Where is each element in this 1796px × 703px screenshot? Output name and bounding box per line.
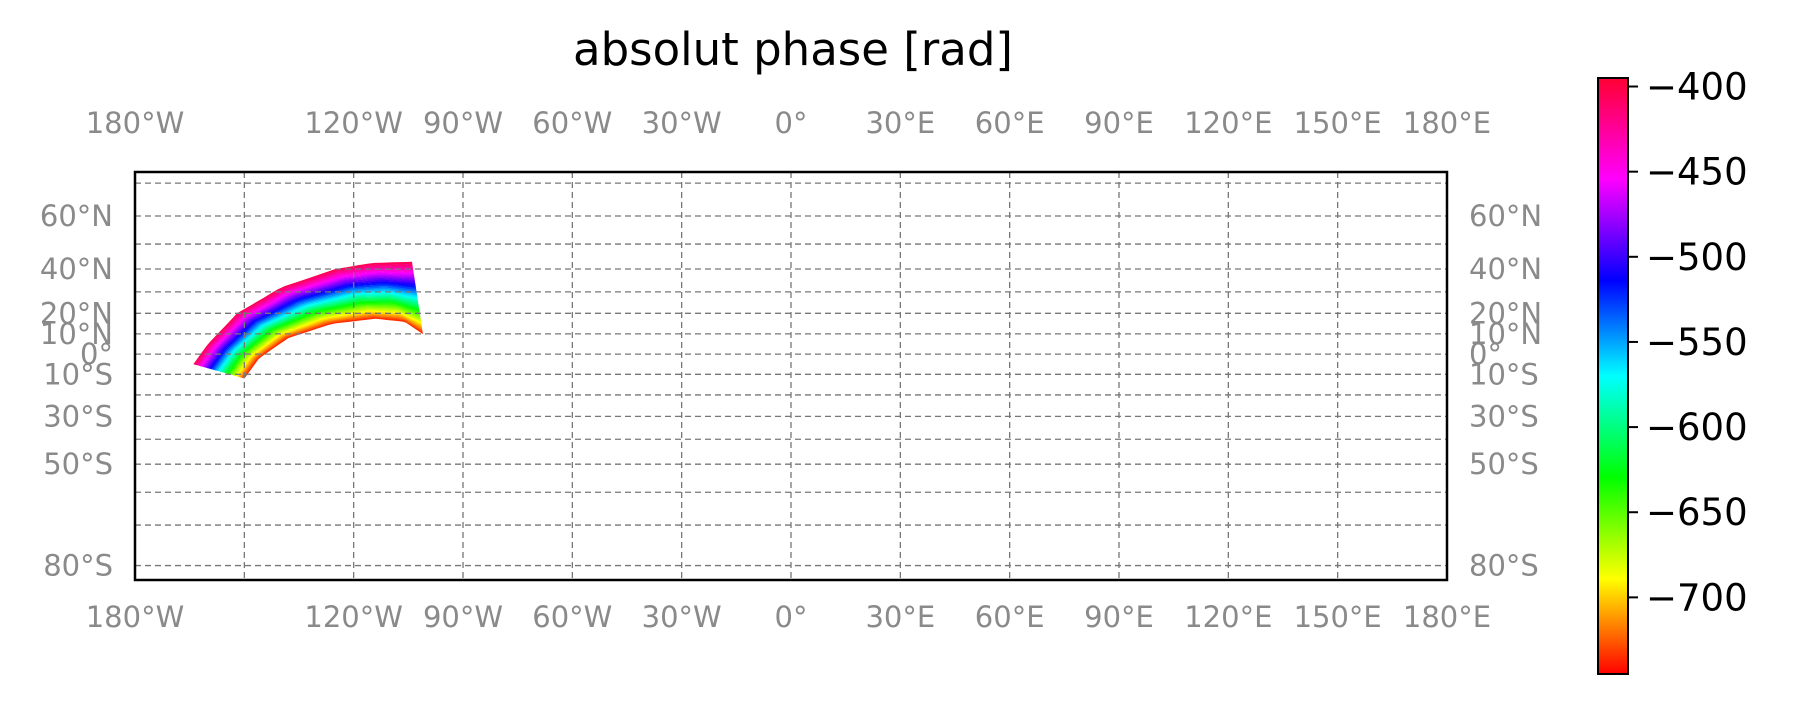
- lon-label-bottom: 30°W: [642, 600, 722, 634]
- colorbar-gradient: [1597, 77, 1629, 675]
- lat-label-left: 0°: [80, 337, 113, 371]
- colorbar-tick-label: −500: [1646, 236, 1748, 279]
- lon-label-top: 60°W: [532, 106, 612, 140]
- lat-label-left: 20°N: [40, 296, 113, 330]
- phase-band: [203, 274, 415, 368]
- lon-label-top: 180°W: [86, 106, 185, 140]
- phase-band: [197, 267, 414, 366]
- lat-label-right: 0°: [1469, 337, 1502, 371]
- lat-label-left: 30°S: [43, 399, 113, 433]
- lon-label-bottom: 30°E: [865, 600, 935, 634]
- lat-label-left: 10°N: [40, 317, 113, 351]
- lat-label-left: 80°S: [43, 549, 113, 583]
- graticule: [135, 172, 1447, 580]
- colorbar-tick-label: −650: [1646, 491, 1748, 534]
- colorbar-ticks: −400 −450 −500 −550 −600 −650 −700: [1628, 66, 1748, 619]
- phase-band: [207, 279, 416, 369]
- phase-band: [196, 265, 413, 366]
- lon-label-top: 120°W: [304, 106, 403, 140]
- lat-label-right: 80°S: [1469, 549, 1539, 583]
- lat-label-right: 10°N: [1469, 317, 1542, 351]
- lon-label-top: 60°E: [975, 106, 1045, 140]
- colorbar-tick-label: −400: [1646, 66, 1748, 109]
- lon-label-top: 150°E: [1294, 106, 1382, 140]
- colorbar-tick-label: −700: [1646, 576, 1748, 619]
- colorbar: −400 −450 −500 −550 −600 −650 −700: [1597, 66, 1748, 675]
- phase-band: [201, 272, 415, 367]
- graticule-labels: 180°W 180°W 120°W 120°W 90°W 90°W 60°W 60°W 30°W…: [40, 106, 1542, 634]
- colorbar-tick-label: −600: [1646, 406, 1748, 449]
- lon-label-top: 30°E: [865, 106, 935, 140]
- phase-band: [206, 277, 416, 369]
- phase-swath: [193, 261, 423, 379]
- lat-label-left: 50°S: [43, 447, 113, 481]
- lon-label-bottom: 0°: [775, 600, 808, 634]
- lon-label-bottom: 60°W: [532, 600, 612, 634]
- lon-label-bottom: 180°E: [1403, 600, 1491, 634]
- lon-label-top: 120°E: [1184, 106, 1272, 140]
- lat-label-right: 20°N: [1469, 296, 1542, 330]
- phase-band: [199, 269, 414, 367]
- lon-label-top: 90°E: [1084, 106, 1154, 140]
- lat-label-left: 10°S: [43, 357, 113, 391]
- lat-label-right: 30°S: [1469, 399, 1539, 433]
- lon-label-top: 30°W: [642, 106, 722, 140]
- map-frame: [133, 170, 1449, 582]
- lon-label-bottom: 90°W: [423, 600, 503, 634]
- lon-label-top: 90°W: [423, 106, 503, 140]
- lon-label-bottom: 150°E: [1294, 600, 1382, 634]
- chart-title: absolut phase [rad]: [573, 23, 1013, 76]
- colorbar-tick-label: −550: [1646, 321, 1748, 364]
- phase-band: [204, 276, 415, 368]
- lat-label-right: 10°S: [1469, 357, 1539, 391]
- lat-label-right: 50°S: [1469, 447, 1539, 481]
- lon-label-top: 0°: [775, 106, 808, 140]
- lon-label-bottom: 120°W: [304, 600, 403, 634]
- lat-label-left: 60°N: [40, 199, 113, 233]
- lon-label-bottom: 120°E: [1184, 600, 1272, 634]
- lon-label-bottom: 180°W: [86, 600, 185, 634]
- lon-label-bottom: 90°E: [1084, 600, 1154, 634]
- lat-label-right: 60°N: [1469, 199, 1542, 233]
- lon-label-top: 180°E: [1403, 106, 1491, 140]
- phase-band: [208, 281, 416, 369]
- map-area: 180°W 180°W 120°W 120°W 90°W 90°W 60°W 60°W 30°W…: [40, 106, 1542, 634]
- lon-label-bottom: 60°E: [975, 600, 1045, 634]
- phase-band: [200, 271, 414, 367]
- phase-band: [194, 263, 413, 365]
- lat-label-left: 40°N: [40, 252, 113, 286]
- colorbar-tick-label: −450: [1646, 151, 1748, 194]
- lat-label-right: 40°N: [1469, 252, 1542, 286]
